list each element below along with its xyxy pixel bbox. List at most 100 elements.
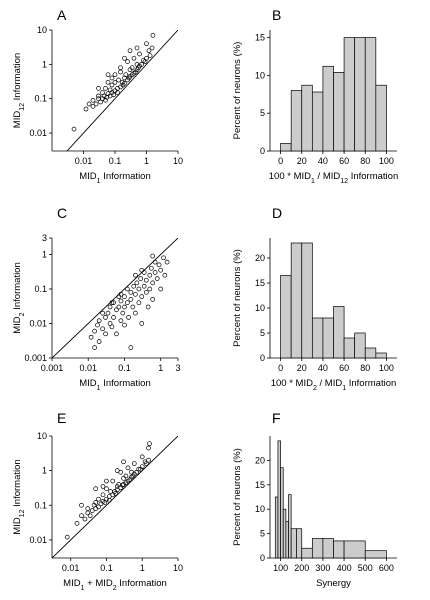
x-tick-label: 300	[315, 563, 330, 573]
histogram-bar	[288, 494, 292, 559]
data-point	[88, 334, 94, 340]
data-point	[93, 101, 99, 107]
histogram-bar	[375, 84, 387, 152]
data-point	[109, 324, 115, 330]
x-tick-label: 600	[379, 563, 394, 573]
data-point	[150, 297, 156, 302]
data-point	[150, 32, 156, 38]
x-axis-title: MID1 Information	[79, 378, 151, 392]
data-point	[111, 92, 116, 98]
data-point	[120, 482, 125, 488]
data-point	[64, 534, 70, 540]
data-point	[125, 465, 131, 471]
histogram-bar	[282, 508, 287, 559]
panel-f: F 100 200 300 400 500 600 0 5 10 15 20 Synergy Percen…	[232, 410, 397, 589]
x-axis-title: 100 * MID2 / MID1 Information	[271, 378, 397, 392]
histogram-bar	[296, 528, 303, 559]
y-tick-label: 0	[260, 146, 265, 156]
y-tick-label: 15	[255, 278, 265, 288]
x-tick-label: 3	[175, 363, 180, 373]
y-tick-label: 1	[42, 249, 47, 259]
data-point	[143, 277, 149, 283]
data-point	[110, 478, 116, 484]
x-tick-label: 10	[173, 156, 183, 166]
histogram-bar	[290, 90, 303, 152]
data-point	[122, 80, 127, 86]
data-point	[133, 69, 138, 75]
data-point	[143, 461, 149, 466]
data-point	[109, 82, 115, 88]
histogram-bar	[285, 521, 289, 559]
y-tick-label: 0.1	[34, 284, 47, 294]
panel-letter: F	[272, 410, 281, 426]
histogram-bar	[301, 547, 313, 559]
histogram-bar	[364, 37, 377, 152]
data-point	[119, 79, 125, 85]
data-point	[123, 473, 129, 479]
data-point	[92, 328, 97, 334]
data-point	[123, 72, 129, 78]
data-point	[162, 272, 168, 278]
x-tick-label: 60	[339, 156, 349, 166]
data-point	[128, 289, 134, 295]
x-tick-label: 0.01	[62, 563, 80, 573]
data-point	[89, 508, 95, 513]
y-tick-label: 10	[255, 504, 265, 514]
data-point	[138, 276, 144, 281]
data-point	[114, 487, 120, 493]
data-point	[150, 280, 156, 286]
data-point	[139, 294, 145, 299]
data-point	[154, 276, 160, 281]
x-tick-label: 0.1	[109, 156, 122, 166]
data-point	[122, 304, 127, 310]
data-point	[147, 272, 153, 278]
histogram-bar	[322, 317, 334, 359]
histogram-bar	[301, 84, 313, 152]
histogram-bar	[280, 143, 292, 152]
histogram-bar	[343, 337, 356, 359]
data-point	[129, 65, 135, 71]
data-point	[115, 90, 120, 95]
histogram-bar	[311, 538, 324, 559]
data-point	[106, 497, 112, 503]
data-point	[90, 103, 96, 109]
histogram-bar	[274, 496, 279, 559]
data-point	[112, 72, 118, 78]
data-point	[100, 492, 106, 498]
data-point	[139, 321, 145, 326]
data-point	[107, 304, 113, 310]
data-point	[126, 315, 131, 320]
data-point	[95, 322, 100, 328]
histogram-bar	[343, 540, 366, 559]
y-tick-label: 10	[37, 25, 47, 35]
y-tick-label: 20	[255, 455, 265, 465]
y-axis-title: MID12 Information	[12, 459, 26, 534]
data-point	[122, 322, 127, 328]
data-point	[141, 270, 147, 275]
data-point	[103, 86, 108, 91]
histogram-bar	[322, 538, 334, 559]
x-tick-label: 1	[144, 156, 149, 166]
data-point	[139, 61, 144, 67]
x-tick-label: 0	[278, 156, 283, 166]
data-point	[131, 283, 137, 289]
data-point	[79, 502, 84, 508]
histogram-bar	[311, 317, 324, 359]
x-tick-label: 80	[360, 156, 370, 166]
data-point	[101, 93, 107, 99]
data-point	[146, 457, 151, 463]
panel-b: B 0 20 40 60 80 100 0 5 10 15 100 * MID1 / MID12 In…	[232, 7, 398, 185]
data-point	[133, 310, 138, 316]
data-point	[103, 331, 108, 337]
y-axis-title: Percent of neurons (%)	[232, 42, 243, 140]
y-tick-label: 10	[255, 303, 265, 313]
data-point	[114, 331, 119, 337]
data-point	[121, 459, 126, 465]
panel-e: E 0.01 0.1 1 10 0.01 0.1 1 10 MID1 + MID2 Informa…	[12, 410, 183, 592]
identity-line	[52, 436, 178, 558]
data-point	[111, 300, 116, 306]
histogram-bar	[322, 65, 334, 152]
histogram-bar	[311, 91, 324, 152]
x-tick-label: 80	[360, 363, 370, 373]
